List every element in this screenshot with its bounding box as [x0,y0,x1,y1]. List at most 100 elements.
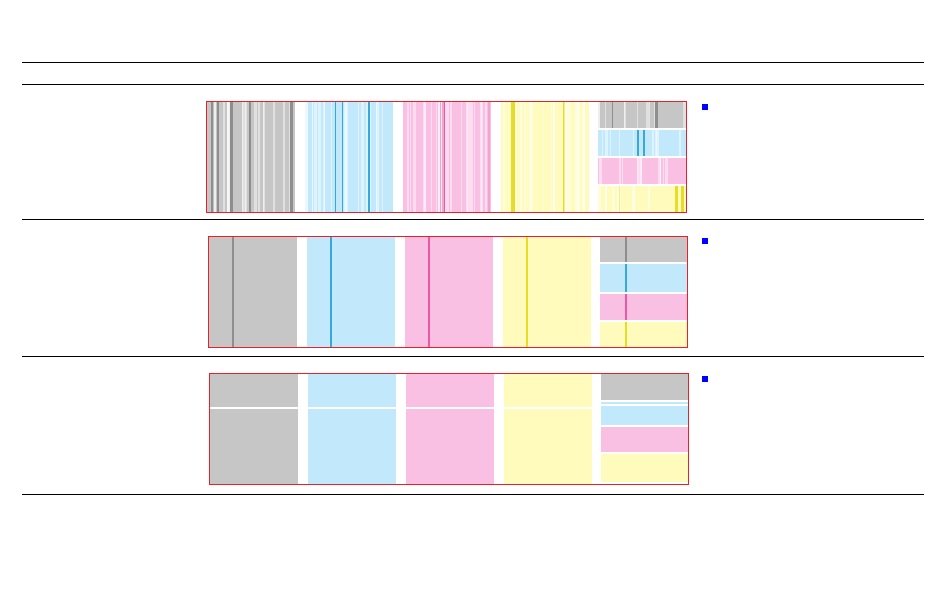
gray-streak [637,102,638,128]
cyan-mini-block [598,130,686,156]
cyan-streak [324,102,325,212]
cyan-streak [368,102,370,212]
yellow-streak [511,102,513,212]
magenta-block [405,237,493,347]
gray-block [209,237,297,347]
gray-streak [211,102,214,212]
gray-streak [227,102,229,212]
gray-block [210,374,298,484]
magenta-streak [424,102,426,212]
yellow-horizontal-band [504,407,592,409]
yellow-streak [529,102,531,212]
gray-streak [227,102,230,212]
yellow-streak [632,186,635,212]
cyan-streak [312,102,313,212]
cyan-streak [655,130,657,156]
yellow-streak [524,102,526,212]
cyan-streak [376,102,377,212]
square-bullet-icon [702,376,708,382]
gray-streak [273,102,275,212]
cyan-block [308,374,396,484]
yellow-vertical-line [625,322,627,347]
magenta-mini-block [598,158,686,184]
gray-streak [230,102,233,212]
magenta-streak [441,102,444,212]
cyan-streak [633,130,634,156]
yellow-block [501,102,589,212]
magenta-streak [619,158,621,184]
magenta-streak [438,102,440,212]
gray-streak [283,102,285,212]
magenta-streak [480,102,482,212]
cyan-streak [656,130,659,156]
cyan-streak [382,102,383,212]
yellow-streak [582,102,585,212]
yellow-streak [619,186,620,212]
gray-streak [655,102,658,128]
gray-streak [624,102,625,128]
gray-mini-block [598,102,686,128]
magenta-mini-block [600,294,687,320]
gray-streak [263,102,264,212]
cyan-streak [342,102,343,212]
yellow-streak [577,102,580,212]
magenta-vertical-line [625,294,627,320]
magenta-block [403,102,491,212]
gray-block [207,102,295,212]
magenta-block [406,374,494,484]
gray-streak [258,102,260,212]
yellow-streak [563,102,565,212]
cyan-vertical-line [330,237,332,347]
gray-streak [264,102,265,212]
yellow-streak [530,102,533,212]
cyan-streak [316,102,317,212]
cyan-streak [619,130,620,156]
magenta-streak [481,102,483,212]
yellow-streak [553,102,555,212]
magenta-streak [485,102,487,212]
cyan-streak [314,102,316,212]
gray-streak [217,102,219,212]
magenta-streak [640,158,642,184]
cyan-streak [643,130,645,156]
yellow-streak [503,102,505,212]
cyan-horizontal-band [308,407,396,409]
yellow-streak [568,102,571,212]
cyan-streak [305,102,308,212]
gray-streak [254,102,255,212]
gray-streak [612,102,613,128]
cyan-streak [369,102,371,212]
magenta-horizontal-band [406,407,494,409]
magenta-streak [423,102,426,212]
magenta-streak [407,102,409,212]
gray-mini-block [600,237,687,262]
magenta-streak [599,158,602,184]
cyan-streak [318,102,321,212]
cyan-streak [605,130,607,156]
cyan-streak [344,102,347,212]
gray-streak [263,102,264,212]
magenta-streak [467,102,470,212]
gray-streak [242,102,243,212]
magenta-streak [660,158,661,184]
yellow-streak [577,102,579,212]
magenta-streak [640,158,642,184]
gray-streak [624,102,626,128]
gray-streak [598,102,600,128]
yellow-streak [648,186,650,212]
yellow-streak [553,102,555,212]
cyan-streak [361,102,364,212]
magenta-streak [436,102,437,212]
cyan-streak [305,102,307,212]
gray-streak [647,102,650,128]
magenta-streak [445,102,448,212]
magenta-vertical-line [428,237,430,347]
yellow-streak [521,102,522,212]
yellow-streak [514,102,517,212]
magenta-streak [461,102,462,212]
gray-streak [683,102,686,128]
yellow-streak [513,102,515,212]
yellow-streak [565,102,568,212]
row-divider-2 [22,356,924,357]
top-rule-2 [22,84,924,85]
